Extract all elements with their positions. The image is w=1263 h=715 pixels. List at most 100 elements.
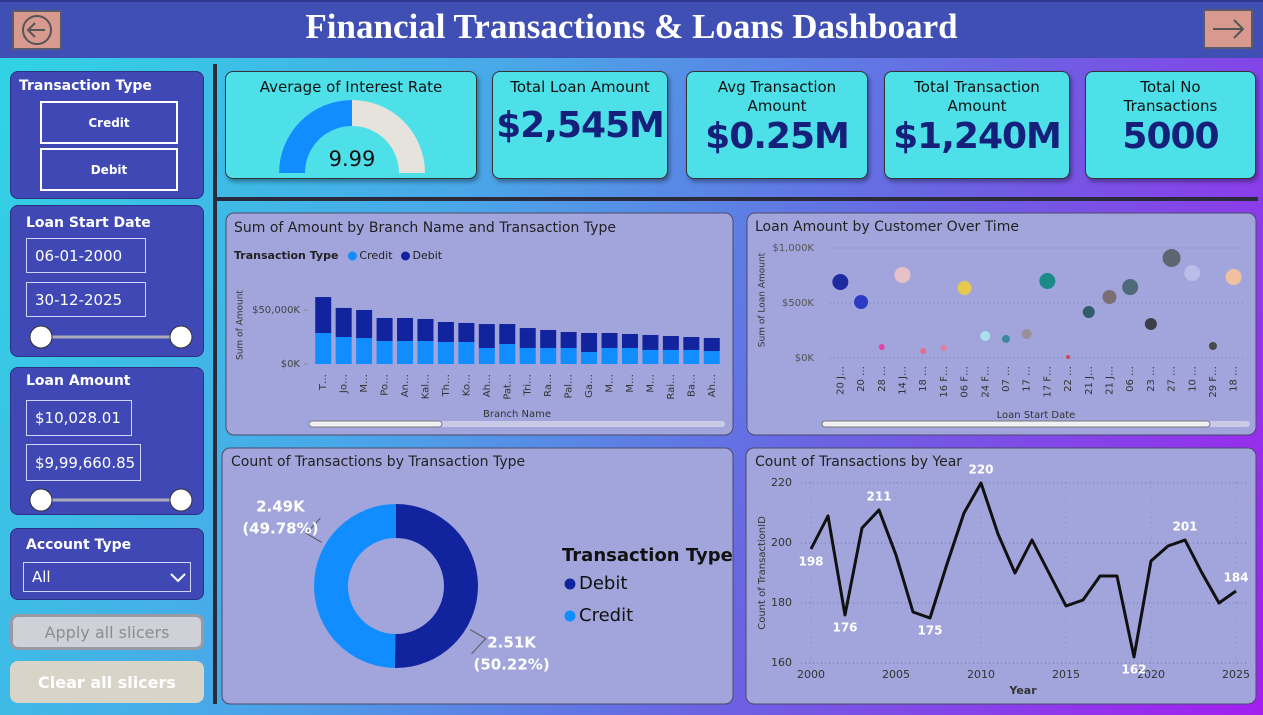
y-tick-label: $500K [782,298,814,309]
x-tick-label: 21 J… [1104,366,1115,395]
point [832,273,849,290]
range-slider[interactable] [11,322,205,352]
x-tick-label: Ah… [707,374,718,397]
y-axis-title: Count of TransactionID [757,516,768,630]
dropdown[interactable]: All [23,562,191,592]
x-tick-label: Ra… [543,374,554,397]
y-tick-label: $50,000K [252,305,300,316]
bar [335,307,352,337]
bar [683,337,700,350]
point [1208,342,1217,351]
slicer-panel: Transaction Type Credit Debit [10,71,204,199]
bar [601,333,618,349]
x-tick-label: 2015 [1052,668,1080,681]
legend-marker [401,251,411,261]
data-label: 2.51K [487,633,537,651]
x-tick-label: Ba… [686,374,697,397]
next-icon [1213,19,1245,39]
chart-title: Loan Amount by Customer Over Time [755,219,1019,235]
x-tick-label: Kal… [420,374,431,399]
amount-input[interactable]: $9,99,660.85 [26,444,141,481]
bar [397,340,414,364]
chart-card [225,212,734,436]
point [940,344,947,351]
data-label: 211 [866,490,891,504]
x-tick-label: Tri… [523,374,534,397]
x-tick-label: Ah… [482,374,493,397]
legend-label: Debit [413,249,443,262]
bar [560,332,577,349]
bar [621,348,638,364]
x-tick-label: 20 J… [835,366,846,395]
point [920,347,927,354]
kpi-card: Total No Transactions 5000 [1085,71,1256,179]
y-tick-label: $0K [795,353,815,364]
bar [376,340,393,364]
x-tick-label: Ga… [584,374,595,398]
kpi-card: Total Loan Amount $2,545M [492,71,668,179]
bar [437,321,454,342]
x-tick-label: 06 … [1125,366,1136,392]
kpi-card: Total Transaction Amount $1,240M [884,71,1070,179]
bar [315,333,332,364]
legend-label: Credit [359,249,393,262]
bar [478,348,495,364]
bar [703,351,720,364]
slicer-panel: Loan Amount $10,028.01 $9,99,660.85 [10,367,204,515]
slicer-option[interactable]: Debit [40,148,178,191]
bar [458,322,475,342]
slicer-option[interactable]: Credit [40,101,178,144]
x-tick-label: 27 … [1167,366,1178,392]
header [0,0,1263,58]
x-tick-label: 10 … [1187,366,1198,392]
point [878,344,885,350]
back-button[interactable] [12,10,62,50]
y-tick-label: 200 [771,536,792,549]
kpi-value: 5000 [1122,116,1219,157]
clear-button[interactable]: Clear all slicers [10,661,204,703]
next-button[interactable] [1203,9,1253,49]
legend-marker [347,251,357,261]
kpi-value: $2,545M [496,105,665,146]
kpi-value: $0.25M [705,116,850,157]
bar [540,329,557,349]
kpi-card: Avg Transaction Amount $0.25M [686,71,868,179]
apply-button[interactable]: Apply all slicers [10,614,204,650]
scrollbar-thumb [308,420,443,428]
bar [356,310,373,339]
point [1082,306,1095,319]
x-tick-label: T… [318,374,329,391]
back-icon [22,15,52,45]
bar [315,297,332,334]
point [854,295,869,310]
data-label: (50.22%) [473,655,549,673]
range-slider[interactable] [11,486,205,516]
x-axis-title: Loan Start Date [997,410,1076,421]
kpi-label: Total Loan Amount [510,78,650,96]
kpi-label: Total Transaction Amount [914,78,1040,115]
amount-input[interactable]: $10,028.01 [26,400,132,436]
x-tick-label: M… [605,374,616,393]
scrollbar-thumb [821,420,1211,428]
legend-label: Debit [579,573,627,594]
bar [437,341,454,364]
y-axis-title: Sum of Loan Amount [758,252,768,347]
x-tick-label: 29 F… [1208,366,1219,398]
kpi-label: Total No Transactions [1123,78,1218,115]
point [1001,334,1010,343]
x-tick-label: M… [359,374,370,393]
date-input[interactable]: 30-12-2025 [26,282,146,317]
bar [335,337,352,364]
divider [215,197,1258,201]
date-input[interactable]: 06-01-2000 [26,238,146,273]
x-tick-label: 2005 [882,668,910,681]
bar [703,337,720,352]
data-label: 184 [1223,571,1248,585]
point [1184,264,1201,281]
y-axis-title: Sum of Amount [236,290,246,360]
slicer-panel: Loan Start Date 06-01-2000 30-12-2025 [10,205,204,357]
legend-marker [564,610,576,622]
chart-card [745,447,1257,705]
x-axis-title: Year [1008,684,1037,697]
